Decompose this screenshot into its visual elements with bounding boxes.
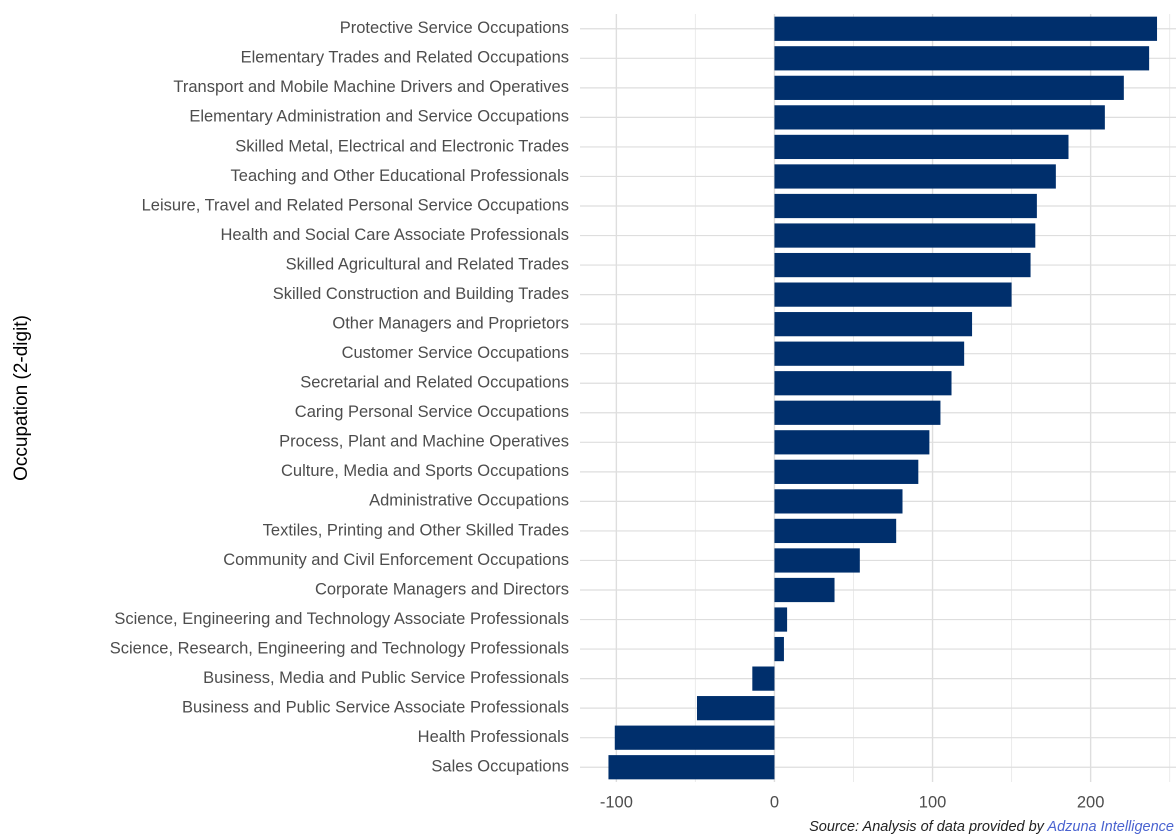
bar	[774, 341, 965, 366]
bar	[774, 312, 973, 337]
bar	[774, 577, 835, 603]
bar	[774, 193, 1037, 219]
y-tick-label: Culture, Media and Sports Occupations	[281, 462, 569, 480]
bar	[774, 252, 1031, 278]
y-tick-label: Sales Occupations	[431, 758, 569, 776]
bar	[774, 607, 788, 632]
y-tick-label: Transport and Mobile Machine Drivers and…	[173, 78, 569, 96]
y-axis-title: Occupation (2-digit)	[11, 315, 32, 481]
x-tick-label: 100	[919, 793, 947, 811]
y-tick-label: Teaching and Other Educational Professio…	[231, 167, 569, 185]
x-tick-label: 200	[1077, 793, 1105, 811]
bar	[774, 134, 1069, 160]
bar	[774, 371, 952, 396]
bar	[774, 459, 919, 484]
bar	[774, 548, 860, 573]
y-tick-label: Elementary Administration and Service Oc…	[189, 108, 569, 126]
y-tick-label: Corporate Managers and Directors	[315, 580, 569, 598]
y-tick-label: Process, Plant and Machine Operatives	[279, 433, 569, 451]
y-tick-label: Other Managers and Proprietors	[332, 315, 569, 333]
bar	[696, 696, 775, 721]
bar	[774, 105, 1105, 130]
x-tick-label: -100	[600, 793, 633, 811]
bar	[774, 164, 1056, 189]
caption-link[interactable]: Adzuna Intelligence	[1046, 819, 1174, 835]
y-tick-label: Administrative Occupations	[369, 492, 569, 510]
y-tick-label: Health Professionals	[418, 728, 569, 746]
bar	[774, 46, 1150, 71]
bar	[774, 16, 1158, 41]
y-tick-label: Caring Personal Service Occupations	[295, 403, 569, 421]
y-tick-label: Science, Research, Engineering and Techn…	[110, 639, 569, 657]
y-tick-label: Business and Public Service Associate Pr…	[182, 699, 569, 717]
bar	[752, 666, 775, 691]
bar	[774, 75, 1124, 100]
caption-text: Source: Analysis of data provided by	[809, 819, 1045, 835]
y-tick-label: Secretarial and Related Occupations	[300, 374, 569, 392]
y-tick-label: Community and Civil Enforcement Occupati…	[223, 551, 569, 569]
bar	[774, 430, 930, 455]
bar	[774, 282, 1012, 307]
x-tick-label: 0	[770, 793, 779, 811]
y-tick-label: Customer Service Occupations	[342, 344, 569, 362]
bar	[614, 725, 775, 750]
bar	[608, 755, 775, 780]
bar	[774, 400, 941, 425]
bar	[774, 636, 784, 662]
y-tick-label: Skilled Construction and Building Trades	[273, 285, 569, 303]
y-tick-label: Business, Media and Public Service Profe…	[203, 669, 569, 687]
bar	[774, 489, 903, 514]
y-tick-label: Science, Engineering and Technology Asso…	[114, 610, 569, 628]
caption: Source: Analysis of data provided by Adz…	[809, 819, 1174, 835]
bar	[774, 223, 1036, 248]
y-tick-label: Elementary Trades and Related Occupation…	[241, 49, 569, 67]
y-tick-label: Skilled Agricultural and Related Trades	[286, 255, 569, 273]
y-tick-label: Skilled Metal, Electrical and Electronic…	[235, 137, 569, 155]
y-tick-label: Health and Social Care Associate Profess…	[220, 226, 569, 244]
bar	[774, 518, 897, 544]
y-tick-label: Textiles, Printing and Other Skilled Tra…	[263, 521, 569, 539]
y-tick-label: Leisure, Travel and Related Personal Ser…	[142, 196, 569, 214]
y-tick-label: Protective Service Occupations	[340, 19, 569, 37]
